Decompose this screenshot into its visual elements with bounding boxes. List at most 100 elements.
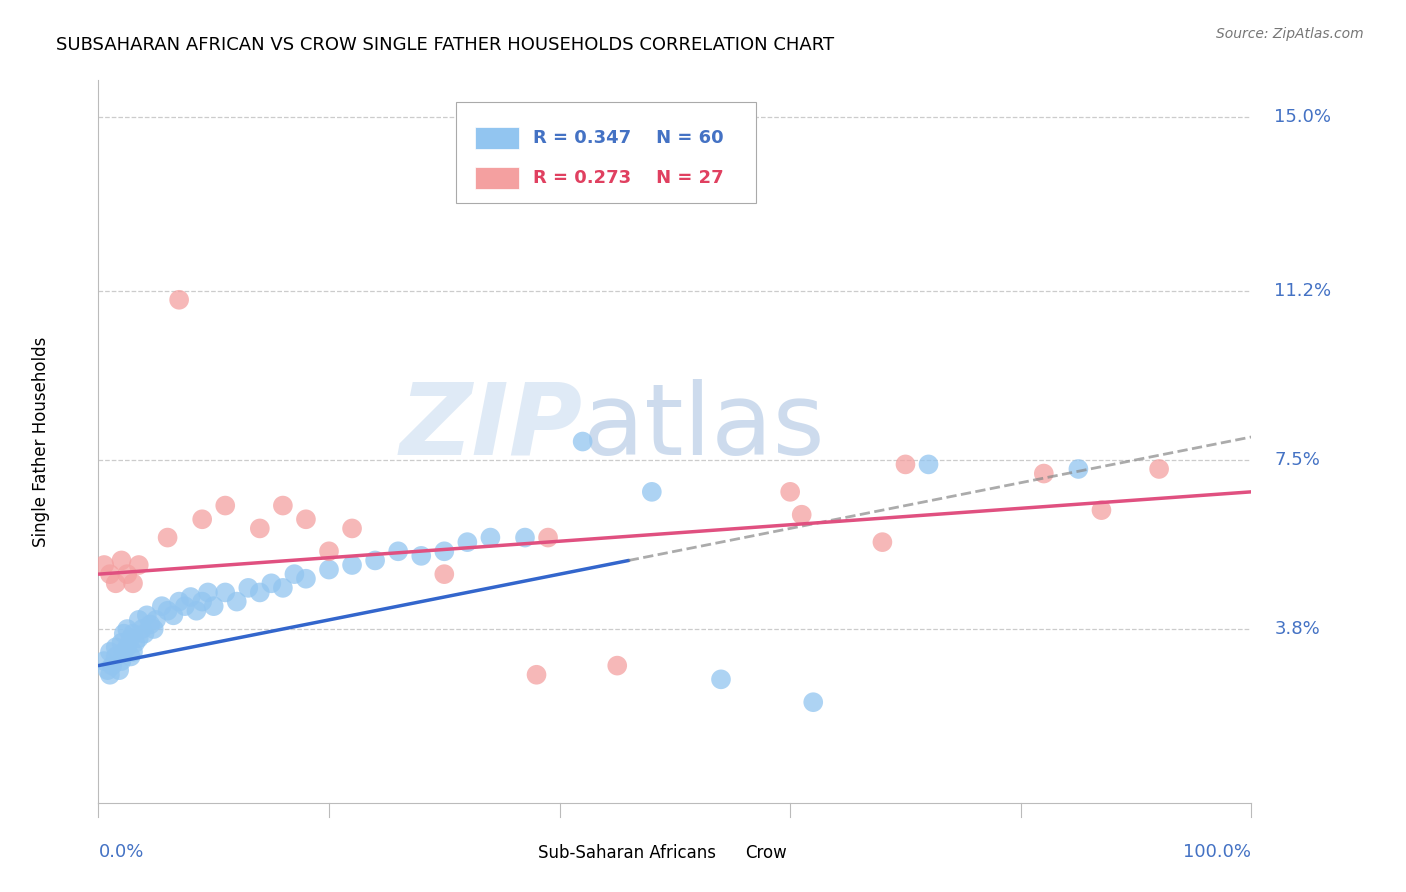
Text: Sub-Saharan Africans: Sub-Saharan Africans [537, 845, 716, 863]
Point [710, 673, 733, 687]
Point [238, 581, 260, 595]
Point [162, 608, 184, 623]
Text: ZIP: ZIP [399, 378, 582, 475]
Point [260, 576, 283, 591]
Point [1032, 467, 1054, 481]
Point [122, 576, 145, 591]
Point [124, 636, 146, 650]
Point [295, 572, 318, 586]
Point [112, 645, 135, 659]
Point [364, 553, 387, 567]
Point [110, 636, 132, 650]
Point [117, 640, 139, 655]
Point [186, 604, 208, 618]
Point [214, 499, 236, 513]
Point [174, 599, 197, 614]
Point [131, 622, 153, 636]
Point [917, 458, 939, 472]
Point [433, 544, 456, 558]
Text: Source: ZipAtlas.com: Source: ZipAtlas.com [1216, 27, 1364, 41]
Point [1067, 462, 1090, 476]
Point [156, 604, 179, 618]
Point [191, 594, 214, 608]
Point [101, 658, 124, 673]
Point [606, 658, 628, 673]
Point [167, 594, 190, 608]
Text: 7.5%: 7.5% [1274, 450, 1320, 469]
Point [197, 585, 219, 599]
Point [479, 531, 502, 545]
Point [225, 594, 247, 608]
Point [135, 608, 157, 623]
Point [93, 558, 115, 572]
Point [641, 484, 664, 499]
Point [98, 567, 121, 582]
Point [122, 645, 145, 659]
Point [120, 649, 142, 664]
Point [249, 585, 271, 599]
Point [150, 599, 173, 614]
Point [779, 484, 801, 499]
Point [214, 585, 236, 599]
Bar [475, 127, 519, 149]
Point [104, 649, 127, 664]
Point [97, 663, 120, 677]
Text: 3.8%: 3.8% [1274, 620, 1320, 638]
Point [139, 617, 162, 632]
Point [117, 567, 139, 582]
Point [571, 434, 593, 449]
Point [128, 631, 150, 645]
Point [104, 640, 127, 655]
Point [1147, 462, 1170, 476]
Point [526, 667, 548, 681]
Point [340, 521, 363, 535]
Point [142, 622, 165, 636]
Point [156, 531, 179, 545]
Point [202, 599, 225, 614]
Point [433, 567, 456, 582]
Point [104, 576, 127, 591]
Point [872, 535, 894, 549]
Bar [475, 167, 519, 189]
Point [167, 293, 190, 307]
Point [790, 508, 813, 522]
Bar [716, 843, 735, 862]
Point [128, 558, 150, 572]
Point [180, 590, 202, 604]
Point [537, 531, 560, 545]
Point [295, 512, 318, 526]
Text: SUBSAHARAN AFRICAN VS CROW SINGLE FATHER HOUSEHOLDS CORRELATION CHART: SUBSAHARAN AFRICAN VS CROW SINGLE FATHER… [56, 36, 834, 54]
Text: R = 0.347    N = 60: R = 0.347 N = 60 [533, 129, 724, 147]
Point [134, 626, 156, 640]
Point [456, 535, 478, 549]
Point [93, 654, 115, 668]
Point [387, 544, 409, 558]
Point [283, 567, 305, 582]
Point [122, 626, 145, 640]
Point [340, 558, 363, 572]
Point [191, 512, 214, 526]
Text: atlas: atlas [582, 378, 824, 475]
Point [112, 626, 135, 640]
Text: 15.0%: 15.0% [1274, 108, 1331, 126]
Point [110, 654, 132, 668]
Text: Single Father Households: Single Father Households [32, 336, 49, 547]
Point [271, 499, 294, 513]
Point [1090, 503, 1112, 517]
Point [120, 631, 142, 645]
Point [145, 613, 167, 627]
Point [98, 667, 121, 681]
Text: Crow: Crow [745, 845, 787, 863]
Point [411, 549, 433, 563]
Point [318, 544, 340, 558]
Point [513, 531, 536, 545]
FancyBboxPatch shape [456, 102, 755, 203]
Point [249, 521, 271, 535]
Text: R = 0.273    N = 27: R = 0.273 N = 27 [533, 169, 724, 187]
Point [894, 458, 917, 472]
Text: 100.0%: 100.0% [1184, 843, 1251, 861]
Text: 11.2%: 11.2% [1274, 282, 1331, 300]
Point [318, 563, 340, 577]
Point [801, 695, 824, 709]
Text: 0.0%: 0.0% [98, 843, 143, 861]
